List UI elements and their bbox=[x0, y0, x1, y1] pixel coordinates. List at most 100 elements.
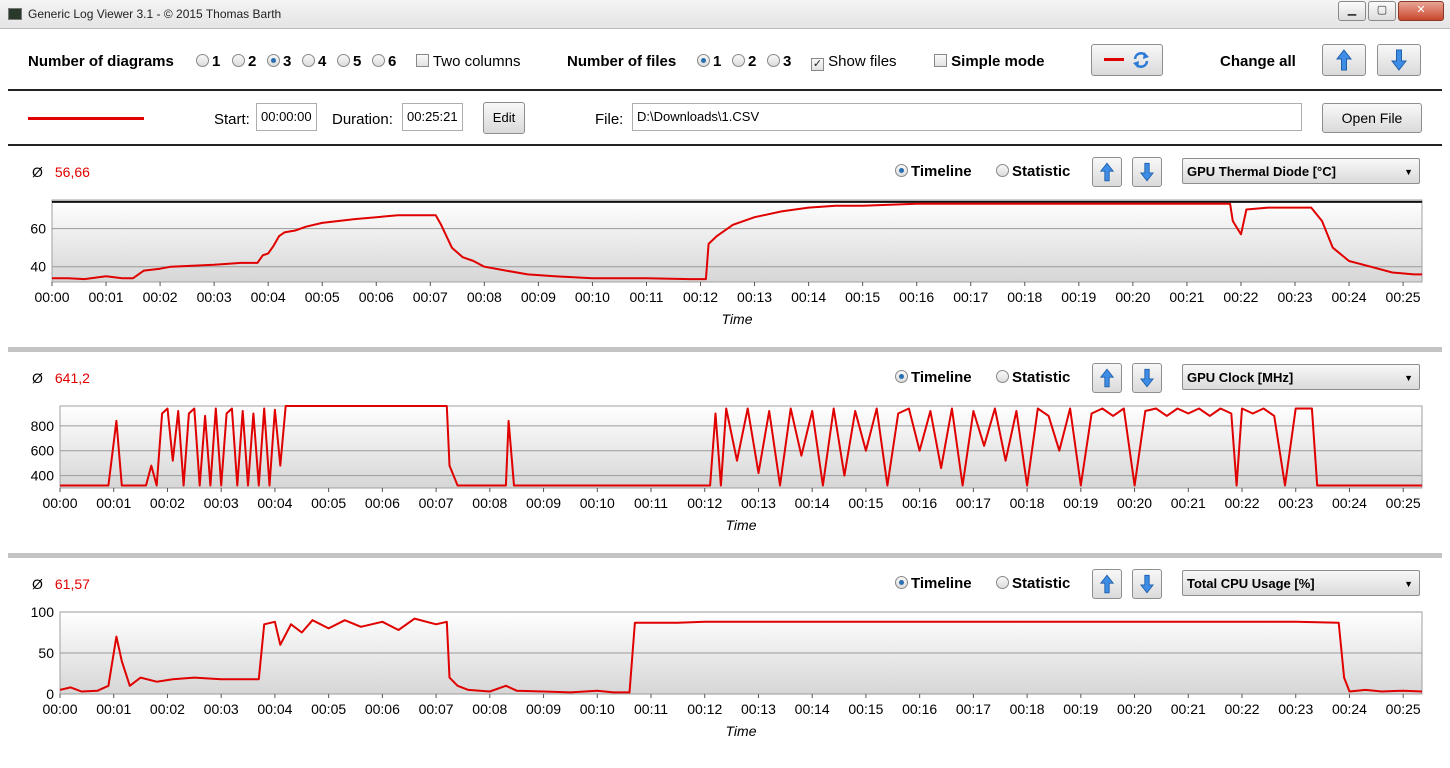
minimize-button[interactable]: ▁ bbox=[1338, 1, 1366, 21]
num-files-label: Number of files bbox=[567, 53, 677, 70]
app-icon bbox=[8, 8, 22, 20]
x-tick-label: 00:13 bbox=[741, 495, 776, 511]
x-tick-label: 00:02 bbox=[143, 289, 178, 305]
x-tick-label: 00:20 bbox=[1115, 289, 1150, 305]
x-tick-label: 00:10 bbox=[580, 701, 615, 717]
x-tick-label: 00:16 bbox=[902, 701, 937, 717]
x-tick-label: 00:12 bbox=[683, 289, 718, 305]
x-tick-label: 00:00 bbox=[42, 495, 77, 511]
x-tick-label: 00:04 bbox=[257, 495, 292, 511]
file-row: Start: 00:00:00 Duration: 00:25:21 Edit … bbox=[8, 91, 1442, 146]
x-tick-label: 00:06 bbox=[365, 495, 400, 511]
chart-2: 400 600 800 00:00 00:01 00:02 00:03 00:04 00:05 0… bbox=[31, 405, 1423, 533]
arrow-up-icon bbox=[1100, 574, 1114, 594]
x-tick-label: 00:20 bbox=[1117, 495, 1152, 511]
diagram-option-6[interactable]: 6 bbox=[372, 53, 396, 70]
file-option-3[interactable]: 3 bbox=[767, 53, 791, 70]
sensor-select-value: GPU Thermal Diode [°C] bbox=[1187, 164, 1336, 179]
file-option-1[interactable]: 1 bbox=[697, 53, 721, 70]
radio-selected-icon bbox=[895, 164, 908, 177]
diagram-option-3[interactable]: 3 bbox=[267, 53, 291, 70]
checkmark-icon: ✓ bbox=[811, 58, 824, 71]
sensor-select[interactable]: Total CPU Usage [%] ▼ bbox=[1182, 570, 1420, 596]
move-all-up-button[interactable] bbox=[1322, 44, 1366, 76]
file-line-color[interactable] bbox=[28, 117, 144, 120]
sensor-select[interactable]: GPU Clock [MHz] ▼ bbox=[1182, 364, 1420, 390]
diagram-option-2[interactable]: 2 bbox=[232, 53, 256, 70]
x-tick-label: 00:05 bbox=[305, 289, 340, 305]
x-tick-label: 00:11 bbox=[634, 701, 668, 717]
move-up-button[interactable] bbox=[1092, 569, 1122, 599]
timeline-radio[interactable]: Timeline bbox=[895, 163, 972, 180]
x-tick-label: 00:13 bbox=[737, 289, 772, 305]
x-tick-label: 00:09 bbox=[526, 701, 561, 717]
radio-icon bbox=[302, 54, 315, 67]
file-label: File: bbox=[595, 111, 624, 128]
x-tick-label: 00:12 bbox=[687, 701, 722, 717]
x-tick-label: 00:17 bbox=[956, 495, 991, 511]
x-tick-label: 00:19 bbox=[1063, 495, 1098, 511]
y-tick-label: 100 bbox=[31, 604, 55, 620]
x-tick-label: 00:25 bbox=[1386, 495, 1421, 511]
x-tick-label: 00:21 bbox=[1171, 495, 1206, 511]
timeline-radio[interactable]: Timeline bbox=[895, 575, 972, 592]
radio-selected-icon bbox=[267, 54, 280, 67]
file-option-2[interactable]: 2 bbox=[732, 53, 756, 70]
sensor-select-value: GPU Clock [MHz] bbox=[1187, 370, 1294, 385]
move-down-button[interactable] bbox=[1132, 363, 1162, 393]
plot-area bbox=[51, 199, 1423, 283]
move-all-down-button[interactable] bbox=[1377, 44, 1421, 76]
x-tick-label: 00:02 bbox=[150, 495, 185, 511]
x-tick-label: 00:02 bbox=[150, 701, 185, 717]
y-tick-label: 40 bbox=[30, 259, 46, 275]
file-path-field[interactable]: D:\Downloads\1.CSV bbox=[632, 103, 1302, 131]
start-field[interactable]: 00:00:00 bbox=[256, 103, 317, 131]
x-tick-label: 00:03 bbox=[204, 701, 239, 717]
statistic-radio[interactable]: Statistic bbox=[996, 369, 1070, 386]
change-all-label: Change all bbox=[1220, 53, 1296, 70]
radio-icon bbox=[732, 54, 745, 67]
x-tick-label: 00:25 bbox=[1386, 701, 1421, 717]
x-tick-label: 00:15 bbox=[848, 701, 883, 717]
x-axis-label: Time bbox=[722, 311, 753, 327]
panel-splitter[interactable] bbox=[8, 347, 1442, 352]
maximize-button[interactable]: ▢ bbox=[1368, 1, 1396, 21]
average-symbol: Ø bbox=[32, 164, 43, 180]
x-tick-label: 00:18 bbox=[1007, 289, 1042, 305]
two-columns-checkbox[interactable]: Two columns bbox=[416, 53, 520, 70]
move-down-button[interactable] bbox=[1132, 157, 1162, 187]
close-button[interactable]: ✕ bbox=[1398, 1, 1444, 21]
x-tick-label: 00:07 bbox=[419, 701, 454, 717]
show-files-checkbox[interactable]: ✓ Show files bbox=[811, 53, 897, 71]
x-tick-label: 00:10 bbox=[580, 495, 615, 511]
x-tick-label: 00:01 bbox=[89, 289, 124, 305]
arrow-down-icon bbox=[1391, 49, 1407, 71]
move-up-button[interactable] bbox=[1092, 363, 1122, 393]
simple-mode-checkbox[interactable]: Simple mode bbox=[934, 53, 1045, 70]
panel-splitter[interactable] bbox=[8, 553, 1442, 558]
diagram-panel-3: Ø 61,57 Timeline Statistic Total CPU Usage [… bbox=[8, 562, 1442, 754]
diagram-option-4[interactable]: 4 bbox=[302, 53, 326, 70]
x-tick-label: 00:21 bbox=[1169, 289, 1204, 305]
x-tick-label: 00:22 bbox=[1224, 701, 1259, 717]
diagram-option-5[interactable]: 5 bbox=[337, 53, 361, 70]
timeline-radio[interactable]: Timeline bbox=[895, 369, 972, 386]
x-tick-label: 00:05 bbox=[311, 701, 346, 717]
diagram-option-1[interactable]: 1 bbox=[196, 53, 220, 70]
swap-color-button[interactable] bbox=[1091, 44, 1163, 76]
edit-button[interactable]: Edit bbox=[483, 102, 525, 134]
x-tick-label: 00:22 bbox=[1223, 289, 1258, 305]
statistic-radio[interactable]: Statistic bbox=[996, 163, 1070, 180]
sensor-select[interactable]: GPU Thermal Diode [°C] ▼ bbox=[1182, 158, 1420, 184]
x-tick-label: 00:11 bbox=[634, 495, 668, 511]
statistic-radio[interactable]: Statistic bbox=[996, 575, 1070, 592]
move-down-button[interactable] bbox=[1132, 569, 1162, 599]
x-tick-label: 00:21 bbox=[1171, 701, 1206, 717]
x-tick-label: 00:14 bbox=[795, 495, 830, 511]
chart-3: 0 50 100 00:00 00:01 00:02 00:03 00:04 00:05 00:0… bbox=[31, 604, 1423, 739]
move-up-button[interactable] bbox=[1092, 157, 1122, 187]
diagram-panel-1: Ø 56,66 Timeline Statistic GPU Thermal Diode… bbox=[8, 150, 1442, 342]
open-file-button[interactable]: Open File bbox=[1322, 103, 1422, 133]
x-tick-label: 00:07 bbox=[419, 495, 454, 511]
duration-field[interactable]: 00:25:21 bbox=[402, 103, 463, 131]
